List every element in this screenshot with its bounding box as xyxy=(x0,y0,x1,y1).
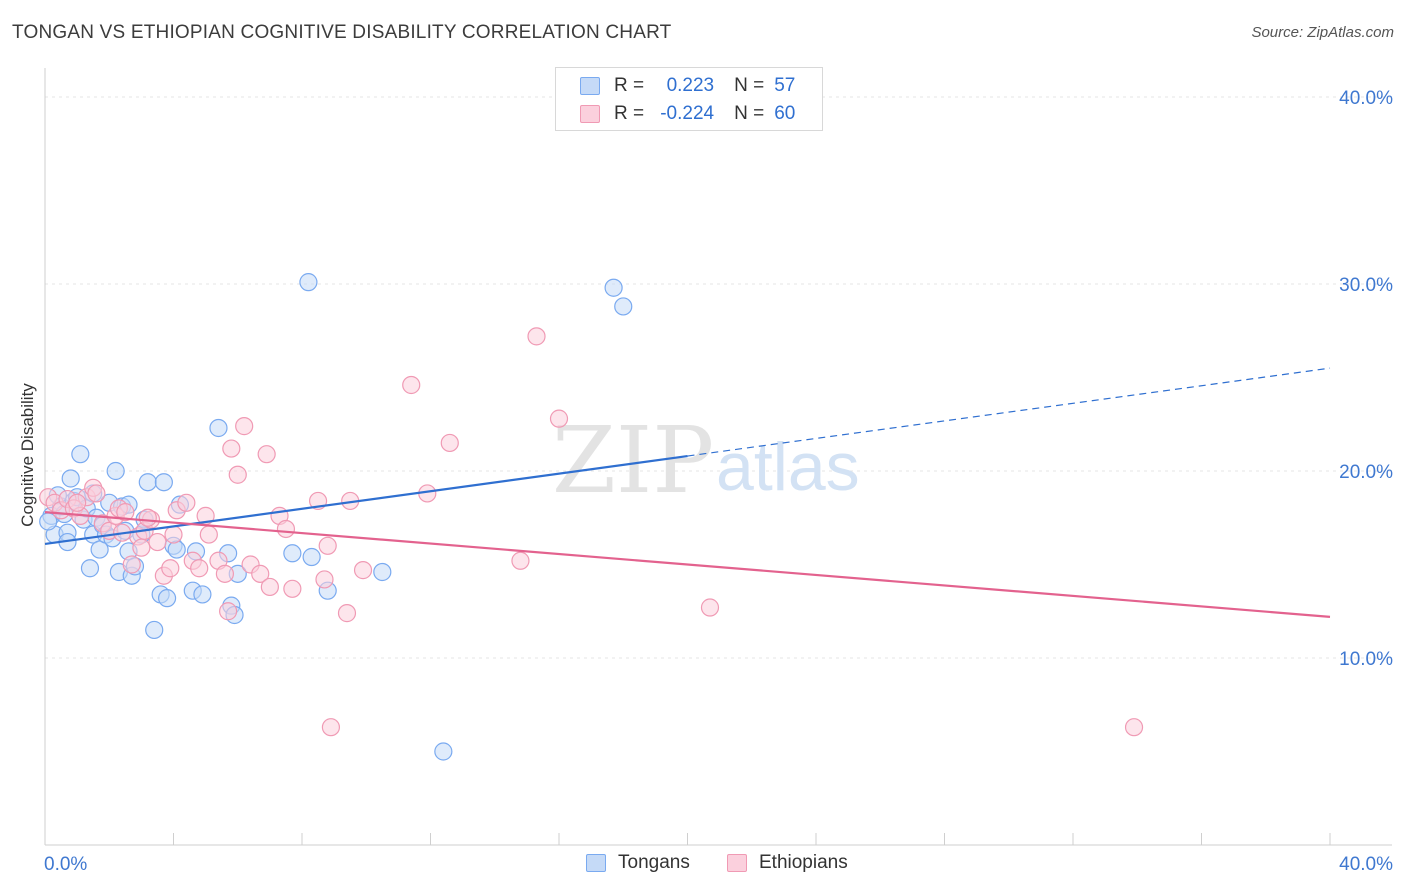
data-point-ethiopians xyxy=(132,538,151,557)
data-point-ethiopians xyxy=(315,570,334,589)
data-point-tongans xyxy=(90,540,109,559)
data-point-ethiopians xyxy=(219,602,238,621)
legend-r-value-tongans: 0.223 xyxy=(666,75,715,96)
data-point-tongans xyxy=(154,473,173,492)
data-point-ethiopians xyxy=(116,503,135,522)
data-point-ethiopians xyxy=(337,604,357,623)
trend-line-tongans xyxy=(44,454,688,546)
data-point-tongans xyxy=(373,562,392,582)
chart-title: TONGAN VS ETHIOPIAN COGNITIVE DISABILITY… xyxy=(12,22,672,43)
series-name-ethiopians: Ethiopians xyxy=(759,852,848,873)
trend-line-extension-tongans xyxy=(687,367,1331,457)
legend-n-value-tongans: 57 xyxy=(774,75,796,96)
data-point-ethiopians xyxy=(148,532,167,552)
correlation-legend: R = 0.223 N = 57 R = -0.224 N = 60 xyxy=(555,67,823,131)
data-points xyxy=(39,273,1144,761)
data-point-tongans xyxy=(434,742,453,761)
data-point-tongans xyxy=(71,445,90,464)
data-point-tongans xyxy=(61,469,80,488)
data-point-ethiopians xyxy=(87,484,106,503)
data-point-ethiopians xyxy=(199,525,218,544)
data-point-ethiopians xyxy=(190,559,209,578)
series-swatch-ethiopians xyxy=(727,854,747,872)
data-point-tongans xyxy=(157,589,177,608)
y-tick-label: 40.0% xyxy=(1339,88,1393,109)
tick-labels: 10.0% 20.0% 30.0% 40.0% 0.0% 40.0% xyxy=(44,88,1393,875)
series-legend-ethiopians: Ethiopians xyxy=(727,852,848,874)
legend-r-label: R = xyxy=(614,103,645,124)
data-point-tongans xyxy=(138,473,157,492)
data-point-ethiopians xyxy=(235,417,254,436)
data-point-tongans xyxy=(614,297,633,316)
legend-r-label: R = xyxy=(614,75,645,96)
data-point-tongans xyxy=(167,540,186,559)
x-tick-label-min: 0.0% xyxy=(44,854,87,875)
data-point-ethiopians xyxy=(700,598,720,617)
grid-lines xyxy=(45,96,1392,659)
data-point-ethiopians xyxy=(215,564,234,583)
data-point-ethiopians xyxy=(257,445,276,464)
data-point-ethiopians xyxy=(177,493,196,512)
data-point-tongans xyxy=(604,278,623,297)
trend-lines xyxy=(44,367,1331,618)
data-point-ethiopians xyxy=(276,519,296,539)
data-point-ethiopians xyxy=(353,561,373,580)
data-point-tongans xyxy=(145,620,164,640)
axes xyxy=(44,68,1392,846)
data-point-ethiopians xyxy=(122,555,141,574)
data-point-tongans xyxy=(193,585,212,604)
data-point-ethiopians xyxy=(222,439,241,458)
data-point-ethiopians xyxy=(440,433,459,453)
data-point-ethiopians xyxy=(228,465,247,484)
data-point-ethiopians xyxy=(260,577,279,597)
data-point-tongans xyxy=(299,273,318,292)
data-point-ethiopians xyxy=(283,579,302,598)
data-point-tongans xyxy=(283,544,302,563)
trend-line-ethiopians xyxy=(44,511,1331,618)
data-point-tongans xyxy=(80,559,100,578)
data-point-ethiopians xyxy=(511,551,530,570)
data-point-ethiopians xyxy=(318,536,337,555)
y-tick-label: 20.0% xyxy=(1339,462,1393,483)
data-point-ethiopians xyxy=(164,525,183,544)
data-point-ethiopians xyxy=(321,718,341,737)
data-point-ethiopians xyxy=(138,508,157,527)
data-point-tongans xyxy=(302,547,321,567)
legend-row-tongans: R = 0.223 N = 57 xyxy=(580,73,795,99)
watermark-zip: ZIP xyxy=(552,407,714,514)
data-point-ethiopians xyxy=(68,493,87,512)
data-point-ethiopians xyxy=(402,375,421,395)
y-axis-label: Cognitive Disability xyxy=(18,383,37,527)
watermark: ZIP atlas xyxy=(552,407,860,514)
y-tick-label: 10.0% xyxy=(1339,649,1393,670)
y-tick-label: 30.0% xyxy=(1339,275,1393,296)
data-point-tongans xyxy=(106,461,125,481)
data-point-ethiopians xyxy=(1124,718,1144,737)
legend-r-value-ethiopians: -0.224 xyxy=(660,103,715,124)
series-name-tongans: Tongans xyxy=(618,852,690,873)
legend-row-ethiopians: R = -0.224 N = 60 xyxy=(580,101,795,127)
series-legend-tongans: Tongans xyxy=(586,852,690,874)
data-point-ethiopians xyxy=(527,327,546,346)
data-point-ethiopians xyxy=(161,559,180,578)
legend-n-label: N = xyxy=(734,103,765,124)
watermark-atlas: atlas xyxy=(716,429,860,505)
legend-swatch-ethiopians xyxy=(580,105,600,123)
legend-n-value-ethiopians: 60 xyxy=(774,103,796,124)
legend-swatch-tongans xyxy=(580,77,600,95)
data-point-ethiopians xyxy=(549,409,569,428)
series-swatch-tongans xyxy=(586,854,606,872)
legend-n-label: N = xyxy=(734,75,765,96)
data-point-ethiopians xyxy=(251,564,270,583)
chart-source: Source: ZipAtlas.com xyxy=(1251,24,1394,41)
x-tick-label-max: 40.0% xyxy=(1339,854,1393,875)
data-point-tongans xyxy=(209,418,228,438)
